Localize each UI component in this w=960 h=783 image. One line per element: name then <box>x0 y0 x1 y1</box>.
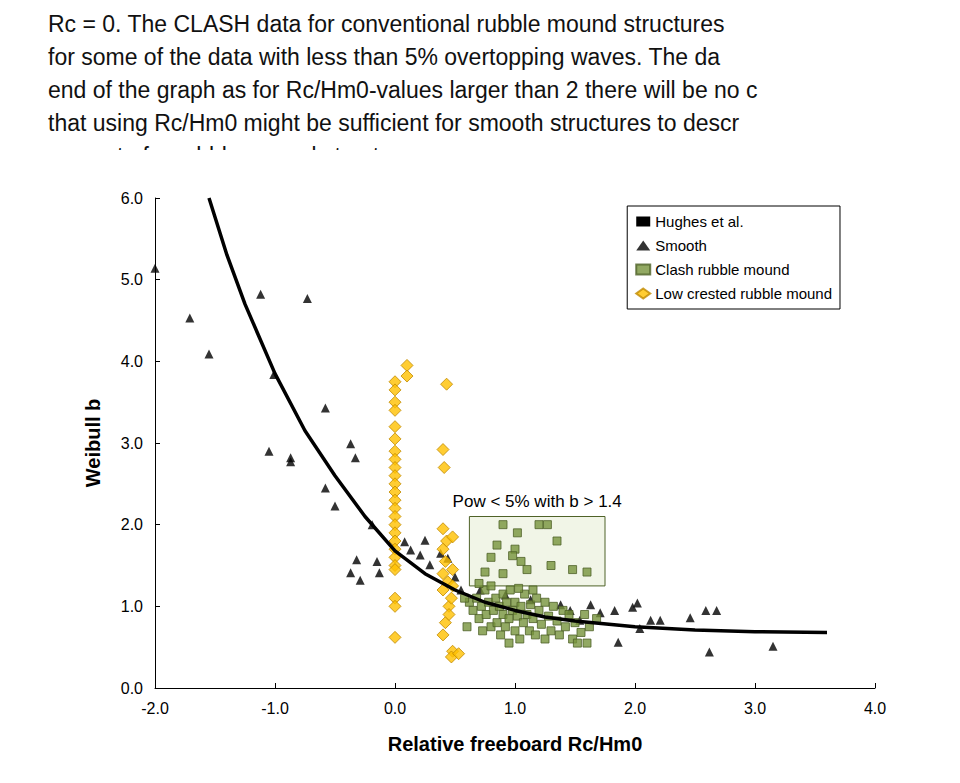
svg-text:2.0: 2.0 <box>121 516 143 533</box>
html-text:Rc = 0. The CLASH data for con: Rc = 0. The CLASH data for conventional … <box>48 11 725 37</box>
svg-text:0.0: 0.0 <box>121 680 143 697</box>
svg-text:1.0: 1.0 <box>121 598 143 615</box>
svg-text:1.0: 1.0 <box>504 700 526 717</box>
svg-text:6.0: 6.0 <box>121 190 143 207</box>
svg-text:Smooth: Smooth <box>655 237 707 254</box>
svg-text:Hughes et al.: Hughes et al. <box>655 213 743 230</box>
svg-text:Low crested rubble mound: Low crested rubble mound <box>655 285 832 302</box>
svg-text:3.0: 3.0 <box>744 700 766 717</box>
html-text:end of the graph as for Rc/Hm0: end of the graph as for Rc/Hm0-values la… <box>48 77 758 103</box>
svg-text:3.0: 3.0 <box>121 435 143 452</box>
svg-text:4.0: 4.0 <box>121 353 143 370</box>
svg-text:Weibull b: Weibull b <box>82 399 104 488</box>
svg-text:4.0: 4.0 <box>864 700 886 717</box>
svg-text:-2.0: -2.0 <box>141 700 169 717</box>
svg-text:Pow < 5% with b > 1.4: Pow < 5% with b > 1.4 <box>453 492 622 511</box>
svg-text:2.0: 2.0 <box>624 700 646 717</box>
svg-text:5.0: 5.0 <box>121 271 143 288</box>
svg-text:0.0: 0.0 <box>384 700 406 717</box>
html-text:that using Rc/Hm0 might be suf: that using Rc/Hm0 might be sufficient fo… <box>48 110 740 136</box>
svg-text:Relative freeboard Rc/Hm0: Relative freeboard Rc/Hm0 <box>388 733 643 755</box>
svg-text:Clash rubble mound: Clash rubble mound <box>655 261 789 278</box>
html-text:for some of the data with less: for some of the data with less than 5% o… <box>48 44 721 70</box>
html-text:accurate for rubble mound stru: accurate for rubble mound structures. <box>48 143 431 169</box>
svg-text:-1.0: -1.0 <box>261 700 289 717</box>
